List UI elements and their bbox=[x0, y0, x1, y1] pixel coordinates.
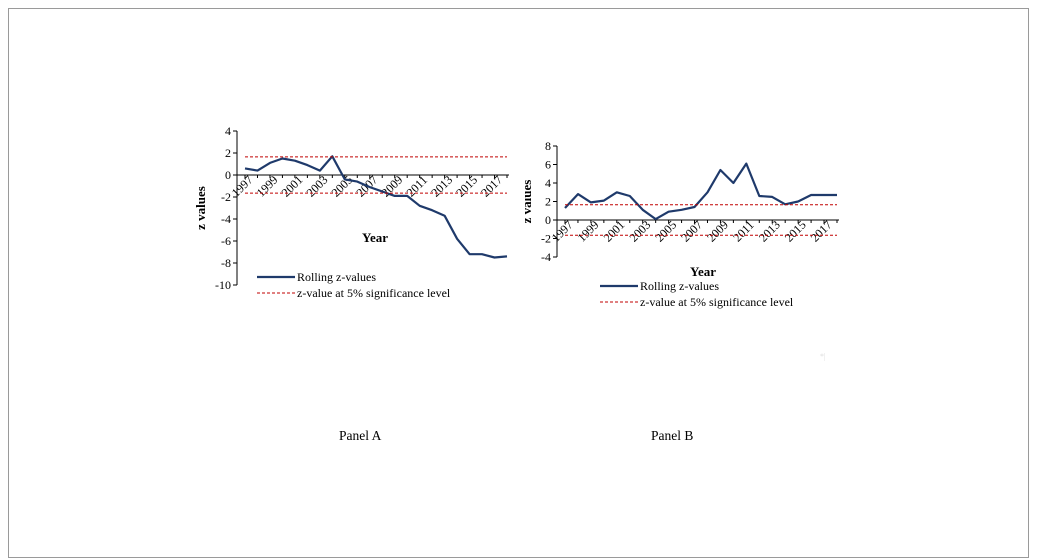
x-axis-title: Year bbox=[362, 230, 388, 245]
legend-label-rolling: Rolling z-values bbox=[640, 279, 719, 293]
legend-label-significance: z-value at 5% significance level bbox=[640, 295, 794, 309]
y-tick-label: 2 bbox=[545, 195, 551, 209]
legend-label-significance: z-value at 5% significance level bbox=[297, 286, 451, 300]
x-tick-label: 1997 bbox=[549, 218, 576, 245]
rolling-z-line bbox=[564, 162, 837, 221]
y-tick-label: 8 bbox=[545, 139, 551, 153]
legend-label-rolling: Rolling z-values bbox=[297, 270, 376, 284]
y-tick-label: -10 bbox=[215, 278, 231, 292]
y-tick-label: 0 bbox=[225, 168, 231, 182]
x-tick-label: 2015 bbox=[782, 218, 809, 245]
figure-frame bbox=[8, 8, 1029, 558]
x-axis-title: Year bbox=[690, 264, 716, 279]
y-tick-label: -8 bbox=[221, 256, 231, 270]
x-tick-label: 2017 bbox=[808, 218, 835, 245]
y-tick-label: -6 bbox=[221, 234, 231, 248]
y-tick-label: -4 bbox=[221, 212, 231, 226]
y-tick-label: 0 bbox=[545, 213, 551, 227]
y-tick-label: -4 bbox=[541, 250, 551, 264]
y-tick-label: -2 bbox=[221, 190, 231, 204]
x-tick-label: 1997 bbox=[229, 173, 256, 200]
panel-b-caption: Panel B bbox=[651, 428, 694, 443]
x-tick-label: 1999 bbox=[575, 218, 602, 245]
x-tick-label: 2011 bbox=[730, 218, 757, 245]
y-tick-label: 6 bbox=[545, 158, 551, 172]
x-tick-label: 2005 bbox=[652, 218, 679, 245]
watermark: *| bbox=[820, 352, 826, 361]
y-tick-label: 4 bbox=[545, 176, 551, 190]
y-axis-title: z values bbox=[525, 180, 534, 224]
x-tick-label: 2007 bbox=[678, 218, 705, 245]
x-tick-label: 2001 bbox=[601, 218, 628, 245]
panel-a-caption: Panel A bbox=[339, 428, 382, 443]
rolling-z-line bbox=[244, 155, 508, 259]
y-tick-label: -2 bbox=[541, 232, 551, 246]
chart-panel-a: 420-2-4-6-8-1019971999200120032005200720… bbox=[193, 124, 509, 300]
x-tick-label: 2009 bbox=[704, 218, 731, 245]
y-axis-title: z values bbox=[193, 186, 208, 230]
y-tick-label: 4 bbox=[225, 124, 231, 138]
x-tick-label: 2013 bbox=[756, 218, 783, 245]
y-tick-label: 2 bbox=[225, 146, 231, 160]
x-tick-label: 2003 bbox=[626, 218, 653, 245]
